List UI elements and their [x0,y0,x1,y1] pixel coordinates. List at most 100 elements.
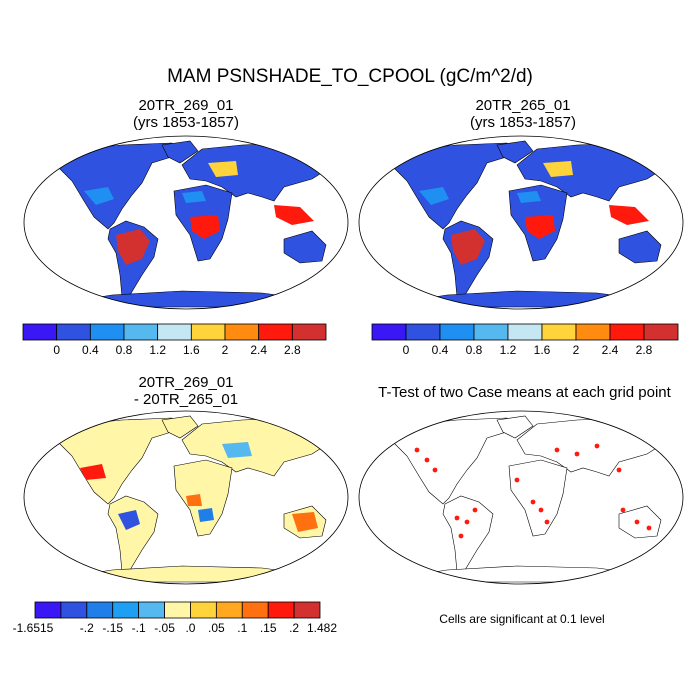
p4-significant-cell [646,525,652,531]
panel-4-title: T-Test of two Case means at each grid po… [378,384,671,401]
p4-significant-cell [634,519,640,525]
panel-2-colorbar-swatch [643,323,679,341]
panel-2-colorbar-tick-label: 0.4 [432,343,449,357]
panel-4-map-border [358,410,684,585]
panel-3-colorbar-tick-label: -.2 [80,621,94,635]
p4-significant-cell [616,467,622,473]
p4-significant-cell [594,443,600,449]
panel-2-colorbar-swatch [473,323,509,341]
panel-3-colorbar-tick-label: 1.482 [307,621,337,635]
panel-2-colorbar-tick-label: 2 [573,343,580,357]
panel-3-colorbar-tick-label: -.15 [102,621,123,635]
panel-1-colorbar-swatch [157,323,192,341]
panel-3-colorbar-swatch [60,601,88,619]
panel-3-colorbar-swatch [241,601,269,619]
p3-asia-negative-region [222,442,252,458]
panel-3-subtitle: - 20TR_265_01 [133,391,239,408]
panel-2-colorbar-tick-label: 1.6 [534,343,551,357]
p4-significant-cell [544,519,550,525]
p4-significant-cell [574,451,580,457]
panel-3-colorbar-swatch [86,601,114,619]
p4-north-america-land [386,417,514,505]
p1-antarctica-land [60,290,323,308]
panel-3-colorbar-swatch [267,601,295,619]
p2-se-asia-high-region [609,205,649,225]
panel-2-colorbar-tick-label: 1.2 [500,343,517,357]
panel-2-colorbar-tick-label: 2.4 [602,343,619,357]
panel-3-map [23,410,349,585]
panel-2-map [358,135,684,310]
panel-2-colorbar-swatch [439,323,475,341]
significance-note: Cells are significant at 0.1 level [439,612,605,626]
p1-africa-mid-region [182,191,206,203]
panel-1-colorbar: 0 0.4 0.8 1.2 1.6 2 2.4 2.8 [22,323,327,357]
panel-1-map [23,135,349,310]
p2-australia-land [618,230,662,264]
p4-significant-cell [472,507,478,513]
panel-3-colorbar-tick-label: .05 [208,621,225,635]
p4-significant-cell [454,515,460,521]
p2-europe-mid-region [543,161,573,177]
figure-title: MAM PSNSHADE_TO_CPOOL (gC/m^2/d) [167,66,533,87]
panel-3-colorbar-swatch [164,601,191,619]
p1-na-mid-region [84,187,114,205]
p3-africa-land [173,459,233,537]
p4-antarctica-land [395,565,658,583]
panel-2-colorbar-swatch [405,323,441,341]
p3-africa-negative-region [198,508,214,522]
panel-3-colorbar-swatch [215,601,243,619]
panel-1-colorbar-tick-label: 1.2 [149,343,166,357]
p1-north-america-land [51,142,179,230]
panel-3-colorbar-tick-label: .1 [237,621,247,635]
panel-2-colorbar-tick-label: 0.8 [466,343,483,357]
p3-australia-positive-region [292,512,318,532]
panel-1-colorbar-swatch [56,323,91,341]
panel-1-title: 20TR_269_01 [138,97,234,114]
p3-africa-positive-region [186,494,202,506]
p1-congo-high-region [190,215,220,239]
panel-3-colorbar-tick-label: .15 [260,621,277,635]
panel-3-colorbar-tick-label: .0 [185,621,195,635]
p4-significant-cell [514,477,520,483]
p4-significant-cell [554,447,560,453]
panel-2-subtitle: (yrs 1853-1857) [470,114,576,131]
panel-4-map [358,410,684,585]
p4-significant-cell [414,447,420,453]
panel-1-colorbar-swatch [224,323,260,341]
panel-3-colorbar-swatch [112,601,140,619]
panel-1-colorbar-swatch [123,323,159,341]
panel-2-title: 20TR_265_01 [475,97,571,114]
p2-africa-mid-region [517,191,541,203]
p2-antarctica-land [395,290,658,308]
panel-2-colorbar-swatch [371,323,407,341]
panel-1-colorbar-tick-label: 1.6 [183,343,200,357]
p1-se-asia-high-region [274,205,314,225]
p1-australia-land [283,230,327,264]
p4-significant-cell [432,467,438,473]
panel-1-colorbar-swatch [89,323,125,341]
panel-2-colorbar-tick-label: 2.8 [636,343,653,357]
p2-congo-high-region [525,215,555,239]
panel-2-colorbar: 0 0.4 0.8 1.2 1.6 2 2.4 2.8 [371,323,679,357]
panel-2-map-border [358,135,684,310]
p2-greenland-land [496,140,534,164]
panel-3-colorbar: -1.6515 -.2 -.15 -.1 -.05 .0 .05 .1 .15 .2 1.482 [13,601,337,635]
panel-3-colorbar-swatch [34,601,62,619]
panel-3-colorbar-tick-label: -.05 [154,621,175,635]
p4-africa-land [508,459,568,537]
panel-2-colorbar-swatch [541,323,577,341]
panel-3-colorbar-tick-label: -1.6515 [13,621,54,635]
panel-3-colorbar-swatch [190,601,217,619]
p1-europe-mid-region [208,161,238,177]
panel-1-colorbar-tick-label: 0.8 [116,343,133,357]
p3-south-america-land [107,495,159,573]
p4-significant-cell [458,533,464,539]
panel-1-colorbar-tick-label: 2.8 [284,343,301,357]
panel-2-colorbar-tick-label: 0 [403,343,410,357]
p3-greenland-land [161,415,199,439]
panel-3-colorbar-tick-label: .2 [289,621,299,635]
p4-significant-cell [620,507,626,513]
p2-amazon-high-region [451,229,485,265]
panel-2-colorbar-swatch [507,323,543,341]
